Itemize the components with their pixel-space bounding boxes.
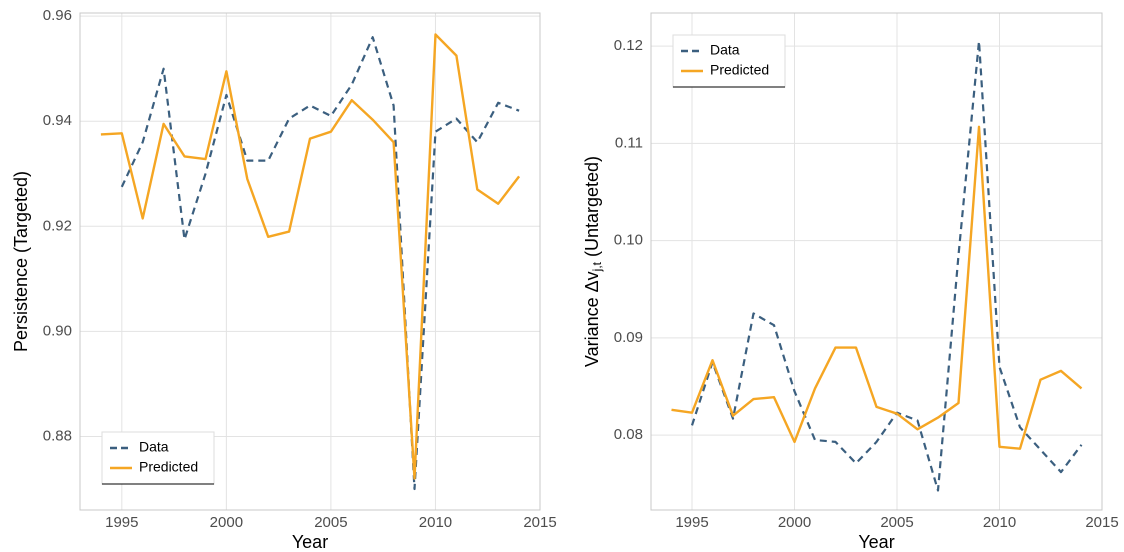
legend-label: Data [139,439,169,455]
y-tick-label: 0.11 [615,134,643,151]
y-label-suffix: (Untargeted) [582,156,602,257]
legend-label: Predicted [139,459,198,475]
y-tick-label: 0.92 [43,217,72,234]
series-line [120,36,520,491]
x-axis-label: Year [292,532,328,552]
series-line [100,33,521,480]
x-tick-label: 2000 [778,514,811,531]
x-tick-label: 2015 [523,514,556,531]
x-tick-label: 2015 [1085,514,1118,531]
y-tick-label: 0.12 [614,37,643,54]
y-label-text: Persistence (Targeted) [11,171,31,352]
y-tick-label: 0.96 [43,7,72,24]
x-tick-label: 2005 [880,514,913,531]
plot-border [79,12,541,511]
legend-box [672,34,786,88]
x-tick-label: 2010 [419,514,452,531]
y-tick-label: 0.88 [43,427,72,444]
x-tick-label: 2000 [210,514,243,531]
y-tick-label: 0.90 [43,322,72,339]
x-tick-label: 2010 [983,514,1016,531]
x-tick-label: 2005 [314,514,347,531]
y-tick-label: 0.09 [614,329,643,346]
series-line [671,125,1083,450]
y-tick-label: 0.08 [614,426,643,443]
plot-border [650,12,1103,511]
y-axis-label: Variance Δvj,t (Untargeted) [582,156,604,367]
x-tick-label: 1995 [675,514,708,531]
legend-box [101,431,215,485]
y-tick-label: 0.10 [614,232,643,249]
legend-label: Predicted [710,62,769,78]
y-tick-label: 0.94 [43,112,72,129]
series-line [690,40,1083,492]
legend-label: Data [710,42,740,58]
y-label-subscript: j,t [590,261,604,272]
x-axis-label: Year [858,532,894,552]
y-label-text: Variance Δv [582,271,602,367]
x-tick-label: 1995 [105,514,138,531]
y-axis-label: Persistence (Targeted) [11,171,31,352]
